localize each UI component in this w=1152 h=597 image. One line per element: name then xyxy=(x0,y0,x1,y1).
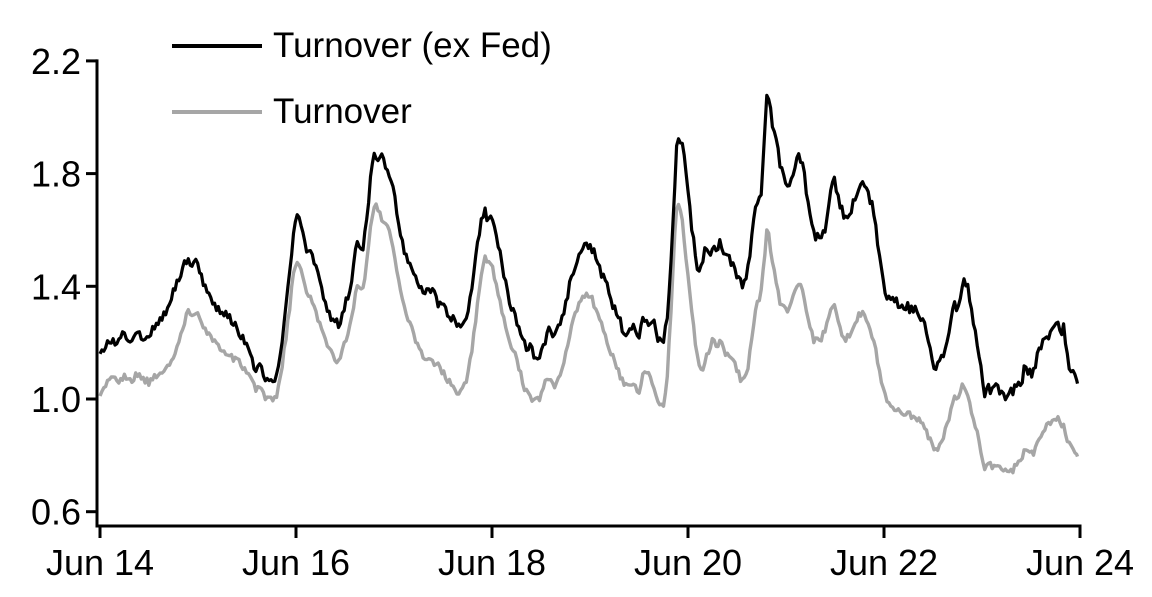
legend: Turnover (ex Fed) Turnover xyxy=(172,26,552,132)
legend-item-turnover-ex-fed: Turnover (ex Fed) xyxy=(172,26,552,66)
y-tick-label: 0.6 xyxy=(31,492,81,533)
tick-labels: 2.2 1.8 1.4 1.0 0.6 Jun 14 Jun 16 Jun 18 Jun 20 J… xyxy=(31,41,1134,583)
x-tick-label: Jun 24 xyxy=(1026,542,1134,583)
x-tick-label: Jun 20 xyxy=(634,542,742,583)
x-tick-label: Jun 22 xyxy=(830,542,938,583)
legend-item-turnover: Turnover xyxy=(172,92,552,132)
series-group xyxy=(98,93,1080,475)
legend-label: Turnover xyxy=(273,92,412,131)
y-tick-label: 1.4 xyxy=(31,266,81,307)
series-line-turnover-ex-fed xyxy=(98,93,1080,402)
legend-line-swatch-black xyxy=(172,44,262,48)
series-line-turnover xyxy=(98,202,1080,475)
x-tick-label: Jun 18 xyxy=(438,542,546,583)
legend-line-swatch-gray xyxy=(172,110,262,114)
y-tick-label: 2.2 xyxy=(31,41,81,82)
x-tick-label: Jun 14 xyxy=(46,542,154,583)
legend-label: Turnover (ex Fed) xyxy=(273,26,552,65)
y-tick-label: 1.8 xyxy=(31,154,81,195)
y-tick-label: 1.0 xyxy=(31,379,81,420)
axes xyxy=(86,59,1082,538)
x-tick-label: Jun 16 xyxy=(242,542,350,583)
